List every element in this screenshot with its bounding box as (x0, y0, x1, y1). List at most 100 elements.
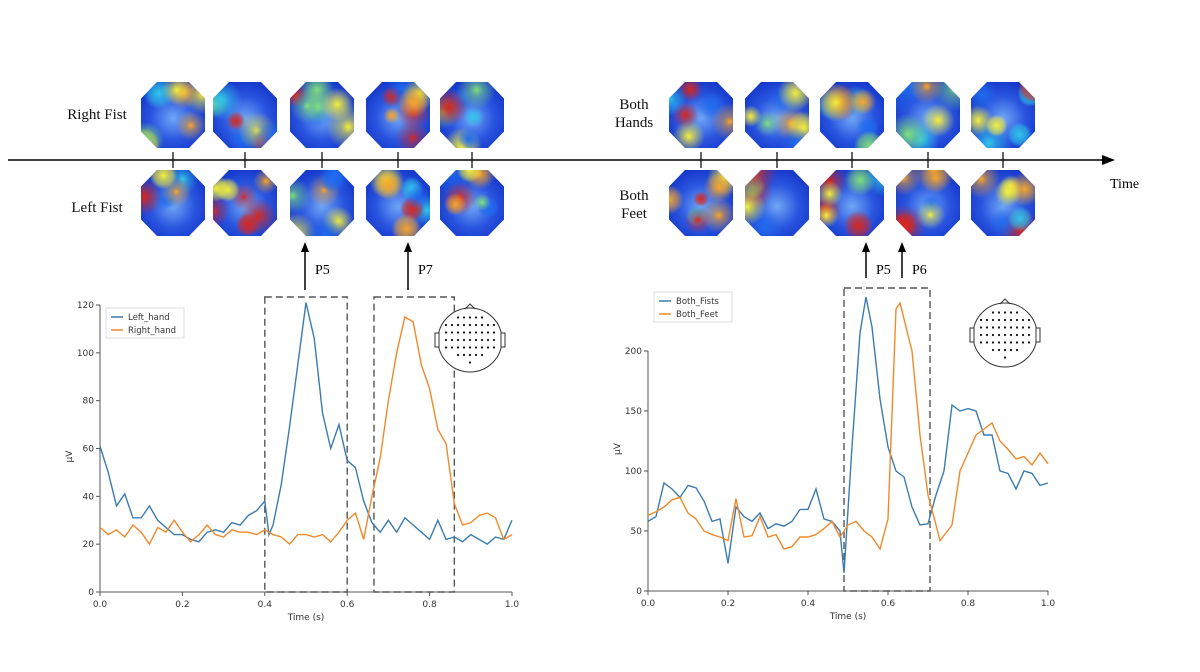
bottom-topomap (440, 170, 504, 236)
electrode-dot (1015, 348, 1019, 352)
series-line-right_hand (99, 315, 513, 546)
electrode-dot (444, 323, 448, 327)
x-tick-label: 0.8 (961, 599, 976, 609)
y-tick-label: 0 (636, 587, 642, 597)
electrode-dot (1015, 341, 1019, 344)
time-axis-arrowhead-icon (1102, 155, 1115, 165)
legend-label: Left_hand (128, 313, 170, 323)
electrode-dot (480, 338, 484, 342)
electrode-dot (462, 338, 466, 342)
electrode-dot (468, 338, 472, 342)
legend-label: Both_Fists (676, 297, 719, 307)
top-topomap (669, 82, 733, 148)
y-tick-label: 200 (625, 347, 642, 357)
electrode-dot (1027, 341, 1031, 344)
electrode-dot (997, 318, 1001, 322)
electrode-dot (480, 316, 484, 319)
ear (500, 332, 506, 348)
electrode-dot (1003, 333, 1007, 337)
electrode-dot (1015, 326, 1019, 329)
legend-box (653, 291, 733, 323)
y-axis-label: µV (613, 442, 623, 455)
electrode-dot (991, 326, 995, 329)
electrode-dot (474, 316, 478, 319)
electrode-dot (991, 318, 995, 322)
electrode-dot (468, 361, 472, 364)
electrode-dot (462, 323, 466, 327)
bottom-topomap (669, 170, 733, 236)
marker-label: P6 (912, 263, 927, 278)
y-tick-label: 40 (83, 492, 95, 502)
y-tick-label: 50 (631, 527, 643, 537)
series-line-both_fists (647, 296, 1049, 574)
series-line-both_feet (647, 301, 1049, 551)
time-axis-label: Time (1110, 177, 1139, 192)
electrode-dot (444, 331, 448, 334)
electrode-dot (1003, 318, 1007, 322)
x-tick-label: 0.0 (93, 600, 108, 610)
electrode-dot (480, 323, 484, 327)
electrode-dot (486, 338, 490, 342)
electrode-dot (1027, 318, 1031, 322)
x-axis-label: Time (s) (287, 613, 325, 623)
electrode-dot (1009, 326, 1013, 329)
electrode-dot (492, 346, 496, 349)
series-line-left_hand (99, 302, 513, 546)
electrode-dot (991, 348, 995, 352)
electrode-dot (985, 318, 989, 322)
electrode-dot (985, 326, 989, 329)
x-tick-label: 1.0 (505, 600, 520, 610)
electrode-dot (462, 353, 466, 357)
electrode-dot (450, 331, 454, 334)
electrode-dot (486, 331, 490, 334)
electrode-dot (979, 326, 983, 329)
bottom-topomap (290, 170, 354, 236)
electrode-dot (480, 346, 484, 349)
top-topomap (896, 82, 960, 148)
x-tick-label: 0.6 (881, 599, 896, 609)
electrode-dot (474, 338, 478, 342)
electrode-dot (979, 333, 983, 337)
x-tick-label: 0.0 (641, 599, 656, 609)
electrode-dot (456, 353, 460, 357)
electrode-dot (997, 348, 1001, 352)
marker-label: P5 (315, 263, 330, 278)
electrode-dot (456, 323, 460, 327)
row-label-both-hands: Both Hands (614, 97, 654, 131)
legend-box (105, 307, 185, 339)
y-tick-label: 100 (625, 467, 642, 477)
row-label-right-fist: Right Fist (67, 107, 127, 123)
electrode-dot (979, 318, 983, 322)
electrode-dot (1015, 333, 1019, 337)
nose (999, 298, 1011, 305)
electrode-dot (1003, 348, 1007, 352)
ear (434, 332, 440, 348)
ear (969, 327, 975, 343)
electrode-dot (1003, 326, 1007, 329)
electrode-dot (991, 341, 995, 344)
bottom-topomap (896, 170, 960, 236)
highlight-window (264, 296, 348, 593)
electrode-dot (1027, 326, 1031, 329)
electrode-dot (1021, 318, 1025, 322)
y-tick-label: 20 (83, 540, 95, 550)
x-tick-label: 0.4 (801, 599, 816, 609)
electrode-dot (444, 338, 448, 342)
x-axis-label: Time (s) (829, 612, 867, 622)
row-label-left-fist: Left Fist (71, 200, 123, 216)
y-axis-label: µV (65, 450, 75, 463)
bottom-topomap (971, 170, 1035, 236)
bottom-topomap (820, 170, 884, 236)
electrode-dot (1003, 341, 1007, 344)
electrode-dot (462, 346, 466, 349)
bottom-topomap (213, 170, 277, 236)
electrode-dot (997, 341, 1001, 344)
electrode-dot (1009, 311, 1013, 314)
electrode-dot (492, 323, 496, 327)
highlight-window (843, 287, 931, 592)
electrode-dot (444, 346, 448, 349)
electrode-dot (997, 311, 1001, 314)
y-tick-label: 100 (77, 349, 94, 359)
electrode-dot (468, 353, 472, 357)
